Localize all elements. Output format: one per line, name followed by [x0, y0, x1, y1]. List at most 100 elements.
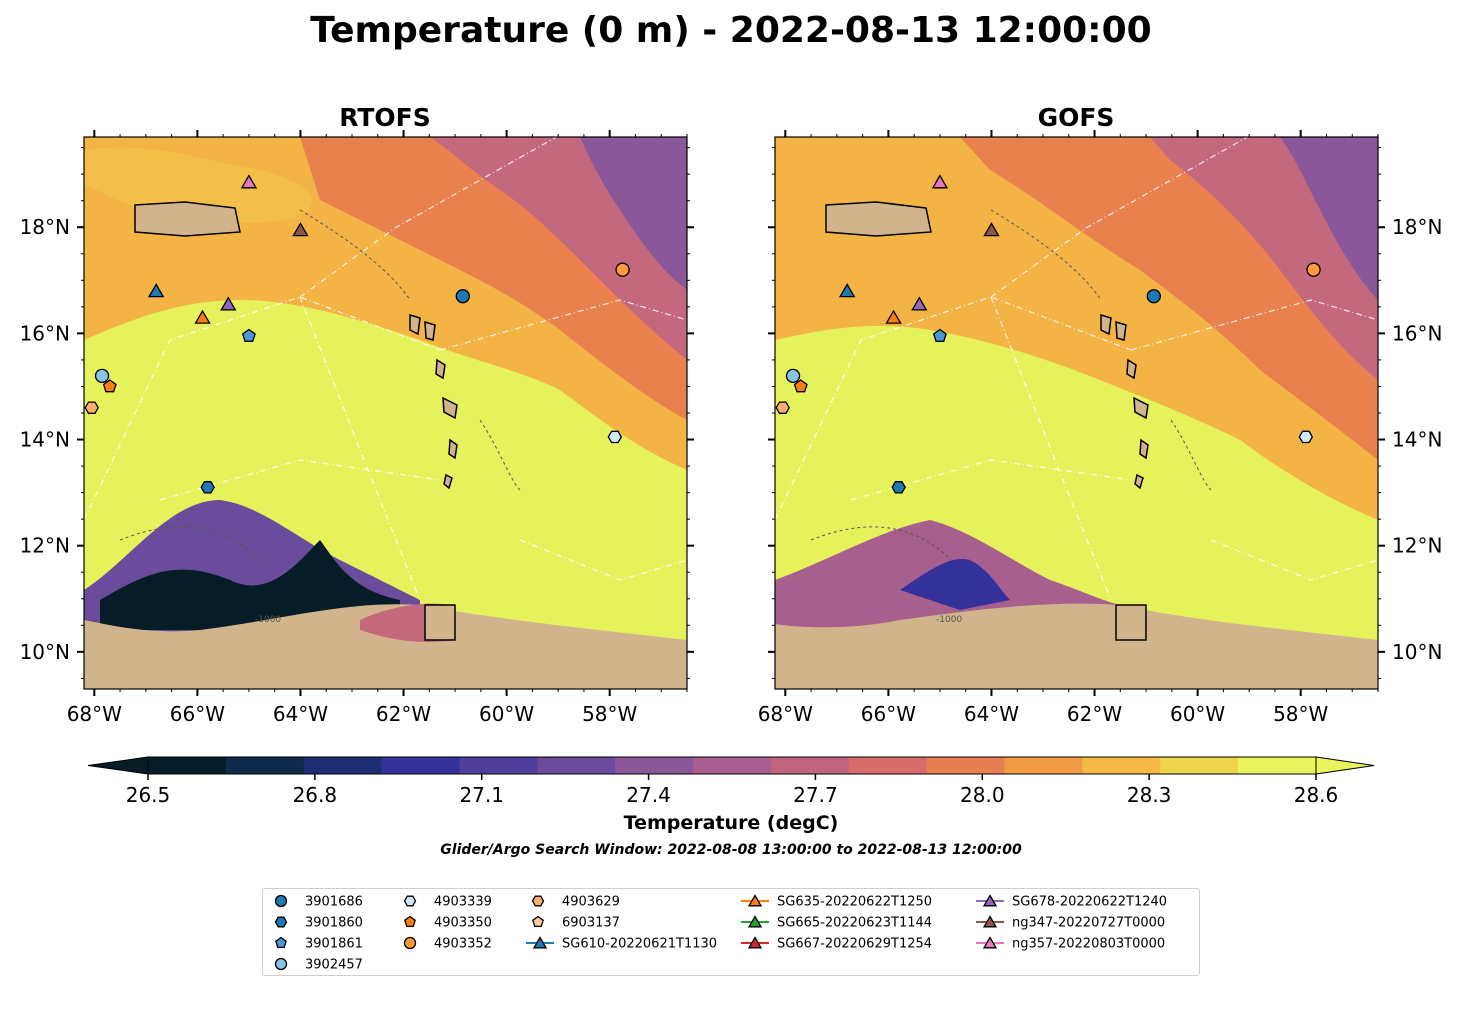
- legend-label: ng357-20220803T0000: [1012, 937, 1165, 952]
- contour-label: -1000: [255, 615, 281, 625]
- legend: 3901686 3901860 3901861 3902457 4903339 49033…: [262, 888, 1200, 976]
- figure-title: Temperature (0 m) - 2022-08-13 12:00:00: [310, 10, 1151, 51]
- observation-marker: [932, 328, 947, 342]
- y-tick-label: 14°N: [20, 428, 70, 452]
- legend-entry: 4903629: [531, 895, 620, 910]
- colorbar-segment: [303, 757, 383, 774]
- legend-label: 4903629: [562, 895, 620, 910]
- y-tick-label: 12°N: [1392, 534, 1442, 558]
- y-tick-label: 16°N: [20, 321, 70, 345]
- map-field-rtofs: -1000: [84, 137, 687, 689]
- x-tick-label: 66°W: [170, 702, 225, 726]
- x-tick-label: 58°W: [1273, 702, 1328, 726]
- map-field-gofs: -1000: [775, 137, 1378, 689]
- legend-entry: SG610-20220621T1130: [526, 936, 717, 952]
- colorbar-tick-label: 26.8: [293, 783, 338, 807]
- legend-entries: 3901686 3901860 3901861 3902457 4903339 49033…: [274, 894, 1167, 973]
- observation-marker: [1298, 430, 1314, 444]
- colorbar-segment: [1160, 757, 1239, 774]
- legend-entry: 3901686: [274, 894, 363, 910]
- legend-entry: 3901861: [275, 936, 363, 952]
- legend-label: 4903352: [434, 937, 492, 952]
- x-tick-label: 60°W: [1170, 702, 1225, 726]
- observation-marker: [983, 222, 1000, 237]
- legend-marker: [274, 916, 288, 928]
- observation-marker: [793, 379, 808, 393]
- observation-marker: [615, 262, 630, 277]
- legend-label: SG610-20220621T1130: [562, 937, 717, 952]
- x-tick-label: 66°W: [861, 702, 916, 726]
- colorbar-tick-label: 27.1: [459, 783, 504, 807]
- x-tick-label: 64°W: [964, 702, 1019, 726]
- observation-marker: [775, 401, 790, 414]
- colorbar-tick-label: 27.4: [626, 783, 671, 807]
- legend-entry: 4903339: [403, 895, 492, 910]
- observation-marker: [891, 481, 906, 494]
- colorbar-tick-label: 28.3: [1127, 783, 1172, 807]
- observation-marker: [102, 379, 117, 393]
- legend-entry: 3901860: [274, 916, 363, 931]
- y-tick-label: 18°N: [1392, 215, 1442, 239]
- colorbar-segment: [693, 757, 772, 774]
- legend-label: SG635-20220622T1250: [777, 895, 932, 910]
- observation-marker: [147, 283, 165, 298]
- legend-entry: SG667-20220629T1254: [741, 936, 932, 952]
- y-tick-label: 12°N: [20, 534, 70, 558]
- observation-markers-rtofs: [84, 174, 630, 494]
- legend-label: 3902457: [305, 958, 363, 973]
- legend-marker: [403, 936, 417, 950]
- x-tick-label: 58°W: [582, 702, 637, 726]
- colorbar-segment: [459, 757, 538, 774]
- legend-label: SG678-20220622T1240: [1012, 895, 1167, 910]
- search-window-note: Glider/Argo Search Window: 2022-08-08 13…: [440, 842, 1022, 858]
- observation-marker: [838, 283, 856, 298]
- legend-marker: [274, 894, 288, 908]
- legend-marker: [275, 936, 287, 949]
- x-tick-label: 68°W: [67, 702, 122, 726]
- legend-label: SG667-20220629T1254: [777, 937, 932, 952]
- colorbar-frame: [147, 756, 1317, 775]
- observation-marker: [292, 222, 309, 237]
- colorbar-segment: [1082, 757, 1161, 774]
- colorbar-segment: [1238, 757, 1317, 774]
- x-tick-label: 68°W: [758, 702, 813, 726]
- colorbar-extend-high: [1315, 756, 1375, 775]
- legend-marker: [404, 915, 416, 928]
- colorbar-segment: [381, 757, 460, 774]
- x-tick-label: 62°W: [376, 702, 431, 726]
- x-tick-label: 64°W: [273, 702, 328, 726]
- colorbar: 26.5 26.8 27.1 27.4 27.7 28.0 28.3 28.6: [87, 756, 1375, 807]
- axis-ticks-gofs: 68°W 66°W 64°W 62°W 60°W 58°W 10°N 12°N 14°N 16°N…: [758, 130, 1442, 726]
- observation-marker: [84, 401, 99, 414]
- observation-marker: [1306, 262, 1321, 277]
- observation-marker: [241, 328, 256, 342]
- legend-marker: [982, 936, 998, 949]
- legend-marker: [747, 894, 763, 907]
- colorbar-extend-low: [87, 756, 149, 775]
- colorbar-label: Temperature (degC): [624, 812, 839, 834]
- panel-title-rtofs: RTOFS: [339, 103, 431, 132]
- legend-marker: [532, 936, 548, 949]
- colorbar-segment: [848, 757, 928, 774]
- legend-label: 3901860: [305, 916, 363, 931]
- observation-marker: [194, 309, 211, 324]
- y-tick-label: 10°N: [1392, 640, 1442, 664]
- legend-entry: ng357-20220803T0000: [976, 936, 1165, 952]
- legend-entry: 6903137: [532, 915, 620, 931]
- y-tick-label: 18°N: [20, 215, 70, 239]
- legend-marker: [274, 957, 288, 971]
- axis-ticks-rtofs: 68°W 66°W 64°W 62°W 60°W 58°W 10°N 12°N 14°N 16°N…: [20, 130, 694, 726]
- legend-marker: [982, 915, 998, 928]
- colorbar-tick-label: 28.6: [1294, 783, 1339, 807]
- colorbar-segment: [926, 757, 1006, 774]
- legend-marker: [532, 915, 544, 928]
- legend-label: 3901686: [305, 895, 363, 910]
- x-tick-label: 60°W: [479, 702, 534, 726]
- colorbar-tick-label: 27.7: [793, 783, 838, 807]
- x-tick-label: 62°W: [1067, 702, 1122, 726]
- observation-marker: [94, 368, 110, 383]
- legend-label: 4903350: [434, 916, 492, 931]
- observation-marker: [220, 296, 237, 311]
- legend-marker: [403, 895, 417, 907]
